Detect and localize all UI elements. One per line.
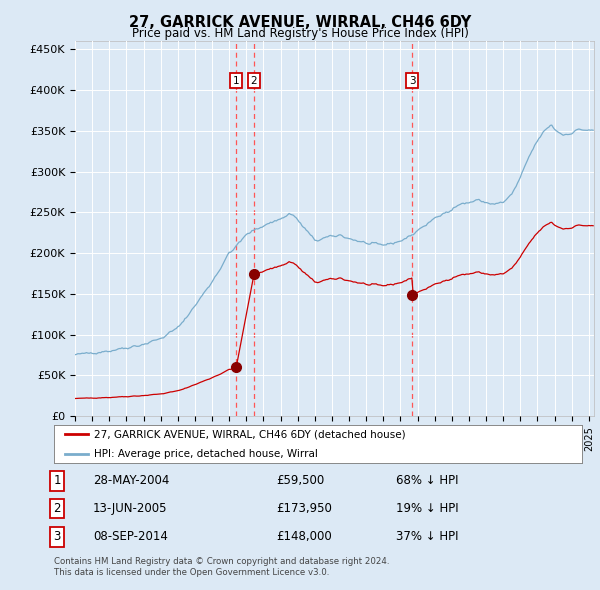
Text: 28-MAY-2004: 28-MAY-2004 bbox=[93, 474, 169, 487]
Text: Price paid vs. HM Land Registry's House Price Index (HPI): Price paid vs. HM Land Registry's House … bbox=[131, 27, 469, 40]
Text: HPI: Average price, detached house, Wirral: HPI: Average price, detached house, Wirr… bbox=[94, 448, 317, 458]
Text: 19% ↓ HPI: 19% ↓ HPI bbox=[396, 502, 458, 515]
Text: 37% ↓ HPI: 37% ↓ HPI bbox=[396, 530, 458, 543]
Text: £59,500: £59,500 bbox=[276, 474, 324, 487]
Text: 1: 1 bbox=[233, 76, 239, 86]
Text: 08-SEP-2014: 08-SEP-2014 bbox=[93, 530, 168, 543]
Text: £148,000: £148,000 bbox=[276, 530, 332, 543]
Text: 27, GARRICK AVENUE, WIRRAL, CH46 6DY: 27, GARRICK AVENUE, WIRRAL, CH46 6DY bbox=[129, 15, 471, 30]
Text: 2: 2 bbox=[251, 76, 257, 86]
Text: £173,950: £173,950 bbox=[276, 502, 332, 515]
Text: 2: 2 bbox=[53, 502, 61, 515]
Text: 3: 3 bbox=[409, 76, 415, 86]
Text: This data is licensed under the Open Government Licence v3.0.: This data is licensed under the Open Gov… bbox=[54, 568, 329, 577]
Text: 68% ↓ HPI: 68% ↓ HPI bbox=[396, 474, 458, 487]
Text: 1: 1 bbox=[53, 474, 61, 487]
Text: 27, GARRICK AVENUE, WIRRAL, CH46 6DY (detached house): 27, GARRICK AVENUE, WIRRAL, CH46 6DY (de… bbox=[94, 430, 405, 440]
Text: 13-JUN-2005: 13-JUN-2005 bbox=[93, 502, 167, 515]
Text: 3: 3 bbox=[53, 530, 61, 543]
Text: Contains HM Land Registry data © Crown copyright and database right 2024.: Contains HM Land Registry data © Crown c… bbox=[54, 558, 389, 566]
